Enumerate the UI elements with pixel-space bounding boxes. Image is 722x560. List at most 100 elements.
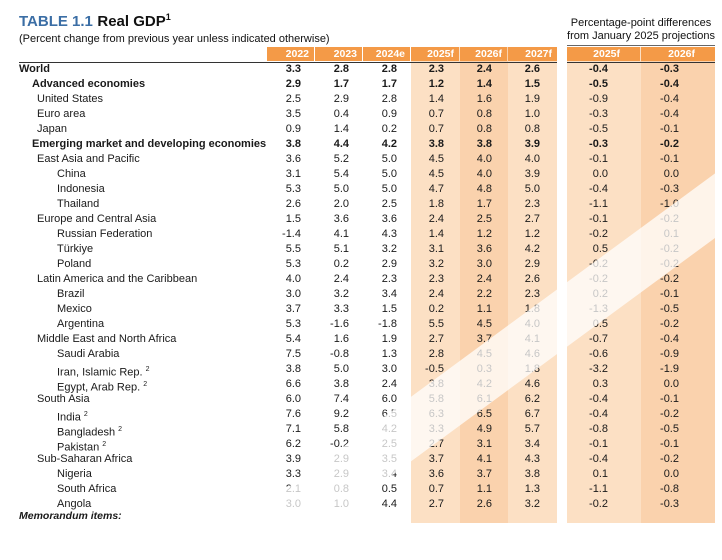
table-row: India 2 7.6 9.2 6.5 6.3 6.5 6.7 -0.4 -0.2	[0, 407, 722, 424]
cell-2024e: 6.0	[381, 393, 397, 405]
cell-2026f: 3.7	[476, 468, 492, 480]
cell-2026f: 1.6	[476, 93, 492, 105]
cell-2023: 0.8	[333, 483, 349, 495]
table-row: Thailand 2.6 2.0 2.5 1.8 1.7 2.3 -1.1 -1.0	[0, 197, 722, 212]
cell-2023: 2.0	[333, 198, 349, 210]
col-header-diff-2026f: 2026f	[641, 47, 715, 61]
cell-2026f: 6.1	[476, 393, 492, 405]
row-label: Indonesia	[57, 182, 105, 197]
cell-2025f: 0.2	[428, 303, 444, 315]
cell-2027f: 4.0	[524, 153, 540, 165]
cell-2024e: 2.5	[381, 438, 397, 450]
cell-2025f: 3.7	[428, 453, 444, 465]
diff-cell-2026f: -0.2	[660, 138, 679, 150]
cell-2024e: 4.2	[381, 423, 397, 435]
row-label-text: Iran, Islamic Rep.	[57, 366, 143, 379]
row-label: South Asia	[37, 392, 90, 407]
cell-2027f: 3.8	[524, 468, 540, 480]
cell-2024e: 0.9	[381, 108, 397, 120]
table-number: TABLE 1.1	[19, 13, 93, 30]
cell-2026f: 0.8	[476, 108, 492, 120]
row-label-text: China	[57, 168, 86, 180]
row-label: Egypt, Arab Rep. 2	[57, 377, 147, 396]
memorandum-label: Memorandum items:	[19, 510, 122, 522]
diff-cell-2026f: -0.5	[660, 303, 679, 315]
cell-2026f: 4.5	[476, 318, 492, 330]
row-label-text: East Asia and Pacific	[37, 153, 140, 165]
table-name: Real GDP1	[97, 12, 171, 30]
cell-2022: 0.9	[285, 123, 301, 135]
diff-cell-2026f: -1.9	[660, 363, 679, 375]
table-row: Europe and Central Asia 1.5 3.6 3.6 2.4 2.5 2.…	[0, 212, 722, 227]
row-label-text: Bangladesh	[57, 426, 116, 439]
cell-2024e: 3.4	[381, 288, 397, 300]
row-label: India 2	[57, 407, 88, 426]
diff-cell-2025f: -0.1	[589, 153, 608, 165]
cell-2027f: 4.3	[524, 453, 540, 465]
cell-2022: 6.0	[285, 393, 301, 405]
table-row: Brazil 3.0 3.2 3.4 2.4 2.2 2.3 0.2 -0.1	[0, 287, 722, 302]
diff-top-rule	[567, 62, 715, 63]
cell-2027f: 4.6	[524, 348, 540, 360]
cell-2023: 0.2	[333, 258, 349, 270]
diff-cell-2026f: -0.1	[660, 153, 679, 165]
cell-2024e: 3.4	[381, 468, 397, 480]
cell-2024e: 4.2	[381, 138, 397, 150]
row-label-text: Middle East and North Africa	[37, 333, 177, 345]
cell-2023: 2.4	[333, 273, 349, 285]
cell-2023: 5.0	[333, 183, 349, 195]
cell-2023: 2.9	[333, 468, 349, 480]
diff-cell-2026f: -0.1	[660, 393, 679, 405]
cell-2025f: 2.7	[428, 333, 444, 345]
diff-cell-2026f: -0.3	[660, 498, 679, 510]
row-label-text: Brazil	[57, 288, 85, 300]
cell-2022: 6.2	[285, 438, 301, 450]
row-label: Japan	[37, 122, 67, 137]
cell-2023: 1.7	[333, 78, 349, 90]
cell-2022: 2.6	[285, 198, 301, 210]
cell-2025f: 4.5	[428, 168, 444, 180]
cell-2025f: 4.7	[428, 183, 444, 195]
cell-2022: 3.9	[285, 453, 301, 465]
table-subtitle: (Percent change from previous year unles…	[19, 33, 330, 45]
cell-2024e: 2.8	[381, 63, 397, 75]
cell-2026f: 4.8	[476, 183, 492, 195]
cell-2026f: 3.1	[476, 438, 492, 450]
row-label: Pakistan 2	[57, 437, 106, 456]
cell-2025f: 0.7	[428, 108, 444, 120]
cell-2027f: 5.7	[524, 423, 540, 435]
cell-2022: 3.3	[285, 63, 301, 75]
diff-cell-2026f: -0.3	[660, 183, 679, 195]
table-name-text: Real GDP	[97, 13, 166, 30]
diff-cell-2026f: -1.0	[660, 198, 679, 210]
row-label: Bangladesh 2	[57, 422, 122, 441]
row-label: World	[19, 62, 50, 77]
diff-cell-2025f: -0.1	[589, 213, 608, 225]
cell-2026f: 0.8	[476, 123, 492, 135]
cell-2023: 5.4	[333, 168, 349, 180]
table-row: Argentina 5.3 -1.6 -1.8 5.5 4.5 4.0 0.5 -0.2	[0, 317, 722, 332]
cell-2026f: 3.0	[476, 258, 492, 270]
diff-cell-2026f: -0.3	[660, 63, 679, 75]
cell-2022: 3.3	[285, 468, 301, 480]
row-label: Angola	[57, 497, 91, 512]
cell-2027f: 2.3	[524, 198, 540, 210]
cell-2027f: 1.8	[524, 303, 540, 315]
table-name-footnote: 1	[165, 12, 171, 22]
row-label-text: Indonesia	[57, 183, 105, 195]
diff-cell-2026f: -0.4	[660, 333, 679, 345]
cell-2024e: 2.4	[381, 378, 397, 390]
table-row: Russian Federation -1.4 4.1 4.3 1.4 1.2 1.2 -0.…	[0, 227, 722, 242]
cell-2022: 7.5	[285, 348, 301, 360]
diff-cell-2025f: -0.2	[589, 258, 608, 270]
diff-cell-2026f: -0.2	[660, 408, 679, 420]
cell-2025f: 3.2	[428, 258, 444, 270]
cell-2023: 5.0	[333, 363, 349, 375]
row-label: Emerging market and developing economies	[32, 137, 266, 152]
table-top-rule	[19, 62, 557, 63]
cell-2025f: 6.3	[428, 408, 444, 420]
cell-2025f: 2.7	[428, 498, 444, 510]
diff-cell-2025f: -0.5	[589, 123, 608, 135]
cell-2022: 7.1	[285, 423, 301, 435]
cell-2027f: 1.3	[524, 483, 540, 495]
